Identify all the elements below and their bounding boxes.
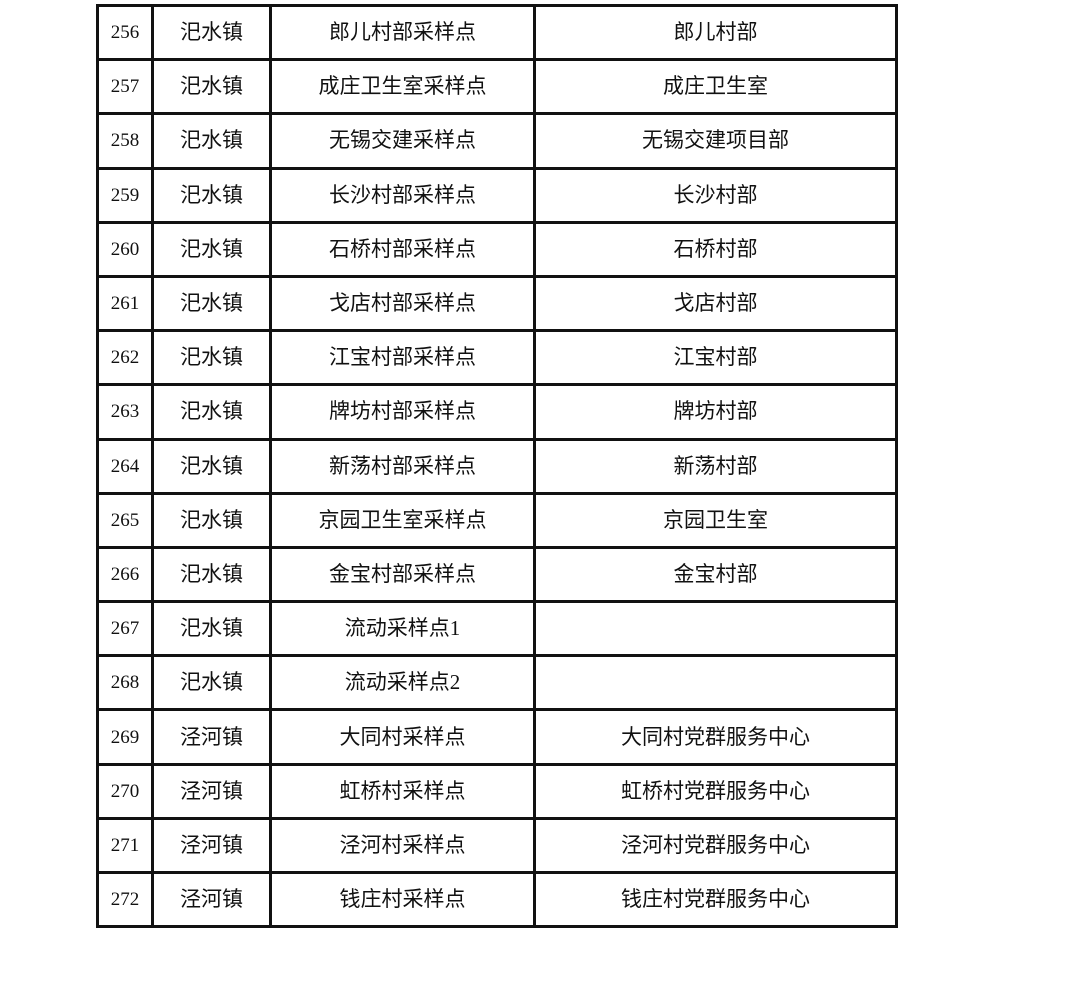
row-number-cell: 263 xyxy=(96,383,154,441)
sampling-site-cell: 大同村采样点 xyxy=(269,708,536,766)
town-cell: 泾河镇 xyxy=(151,816,272,875)
sampling-site-cell: 成庄卫生室采样点 xyxy=(269,58,536,116)
location-cell xyxy=(533,600,898,658)
location-cell: 成庄卫生室 xyxy=(533,58,898,116)
row-number-cell: 258 xyxy=(96,112,154,170)
sampling-site-cell: 牌坊村部采样点 xyxy=(269,383,536,441)
row-number-cell: 257 xyxy=(96,58,154,116)
town-cell: 泾河镇 xyxy=(151,708,272,766)
table-row: 263 汜水镇 牌坊村部采样点 牌坊村部 xyxy=(96,383,898,441)
row-number-cell: 267 xyxy=(96,600,154,658)
town-cell: 汜水镇 xyxy=(151,654,272,712)
row-number-cell: 265 xyxy=(96,491,154,549)
location-cell: 泾河村党群服务中心 xyxy=(533,816,898,875)
town-cell: 汜水镇 xyxy=(151,600,272,658)
row-number-cell: 271 xyxy=(96,816,154,875)
town-cell: 汜水镇 xyxy=(151,545,272,604)
row-number-cell: 260 xyxy=(96,220,154,278)
location-cell: 钱庄村党群服务中心 xyxy=(533,870,898,929)
town-cell: 汜水镇 xyxy=(151,58,272,116)
location-cell: 无锡交建项目部 xyxy=(533,112,898,170)
table-row: 267 汜水镇 流动采样点1 xyxy=(96,600,898,658)
location-cell: 牌坊村部 xyxy=(533,383,898,441)
row-number-cell: 261 xyxy=(96,274,154,333)
table-row: 259 汜水镇 长沙村部采样点 长沙村部 xyxy=(96,166,898,224)
sampling-site-cell: 京园卫生室采样点 xyxy=(269,491,536,549)
table-row: 258 汜水镇 无锡交建采样点 无锡交建项目部 xyxy=(96,112,898,170)
table-row: 269 泾河镇 大同村采样点 大同村党群服务中心 xyxy=(96,708,898,766)
location-cell: 戈店村部 xyxy=(533,274,898,333)
town-cell: 汜水镇 xyxy=(151,3,272,62)
location-cell: 大同村党群服务中心 xyxy=(533,708,898,766)
town-cell: 汜水镇 xyxy=(151,274,272,333)
row-number-cell: 264 xyxy=(96,437,154,495)
town-cell: 汜水镇 xyxy=(151,112,272,170)
location-cell: 长沙村部 xyxy=(533,166,898,224)
town-cell: 汜水镇 xyxy=(151,329,272,387)
location-cell: 京园卫生室 xyxy=(533,491,898,549)
location-cell: 虹桥村党群服务中心 xyxy=(533,762,898,820)
sampling-sites-table: 256 汜水镇 郎儿村部采样点 郎儿村部 257 汜水镇 成庄卫生室采样点 成庄卫生室 258 汜… xyxy=(96,3,898,929)
sampling-site-cell: 虹桥村采样点 xyxy=(269,762,536,820)
sampling-site-cell: 新荡村部采样点 xyxy=(269,437,536,495)
town-cell: 汜水镇 xyxy=(151,220,272,278)
row-number-cell: 268 xyxy=(96,654,154,712)
table-row: 262 汜水镇 江宝村部采样点 江宝村部 xyxy=(96,329,898,387)
table-row: 257 汜水镇 成庄卫生室采样点 成庄卫生室 xyxy=(96,58,898,116)
location-cell: 金宝村部 xyxy=(533,545,898,604)
table-row: 268 汜水镇 流动采样点2 xyxy=(96,654,898,712)
location-cell xyxy=(533,654,898,712)
town-cell: 泾河镇 xyxy=(151,870,272,929)
sampling-site-cell: 戈店村部采样点 xyxy=(269,274,536,333)
row-number-cell: 270 xyxy=(96,762,154,820)
sampling-site-cell: 石桥村部采样点 xyxy=(269,220,536,278)
table-row: 260 汜水镇 石桥村部采样点 石桥村部 xyxy=(96,220,898,278)
table-row: 264 汜水镇 新荡村部采样点 新荡村部 xyxy=(96,437,898,495)
table-row: 265 汜水镇 京园卫生室采样点 京园卫生室 xyxy=(96,491,898,549)
sampling-site-cell: 泾河村采样点 xyxy=(269,816,536,875)
row-number-cell: 266 xyxy=(96,545,154,604)
row-number-cell: 259 xyxy=(96,166,154,224)
town-cell: 泾河镇 xyxy=(151,762,272,820)
sampling-site-cell: 钱庄村采样点 xyxy=(269,870,536,929)
town-cell: 汜水镇 xyxy=(151,383,272,441)
town-cell: 汜水镇 xyxy=(151,491,272,549)
sampling-site-cell: 金宝村部采样点 xyxy=(269,545,536,604)
table-row: 270 泾河镇 虹桥村采样点 虹桥村党群服务中心 xyxy=(96,762,898,820)
table-body: 256 汜水镇 郎儿村部采样点 郎儿村部 257 汜水镇 成庄卫生室采样点 成庄卫生室 258 汜… xyxy=(96,3,898,929)
town-cell: 汜水镇 xyxy=(151,166,272,224)
table-row: 266 汜水镇 金宝村部采样点 金宝村部 xyxy=(96,545,898,604)
table-row: 271 泾河镇 泾河村采样点 泾河村党群服务中心 xyxy=(96,816,898,875)
sampling-site-cell: 无锡交建采样点 xyxy=(269,112,536,170)
table-row: 256 汜水镇 郎儿村部采样点 郎儿村部 xyxy=(96,3,898,62)
table-row: 272 泾河镇 钱庄村采样点 钱庄村党群服务中心 xyxy=(96,870,898,929)
town-cell: 汜水镇 xyxy=(151,437,272,495)
row-number-cell: 272 xyxy=(96,870,154,929)
row-number-cell: 256 xyxy=(96,3,154,62)
location-cell: 新荡村部 xyxy=(533,437,898,495)
location-cell: 郎儿村部 xyxy=(533,3,898,62)
sampling-site-cell: 郎儿村部采样点 xyxy=(269,3,536,62)
row-number-cell: 269 xyxy=(96,708,154,766)
row-number-cell: 262 xyxy=(96,329,154,387)
location-cell: 江宝村部 xyxy=(533,329,898,387)
sampling-site-cell: 流动采样点2 xyxy=(269,654,536,712)
sampling-site-cell: 江宝村部采样点 xyxy=(269,329,536,387)
sampling-site-cell: 长沙村部采样点 xyxy=(269,166,536,224)
location-cell: 石桥村部 xyxy=(533,220,898,278)
table-row: 261 汜水镇 戈店村部采样点 戈店村部 xyxy=(96,274,898,333)
sampling-site-cell: 流动采样点1 xyxy=(269,600,536,658)
